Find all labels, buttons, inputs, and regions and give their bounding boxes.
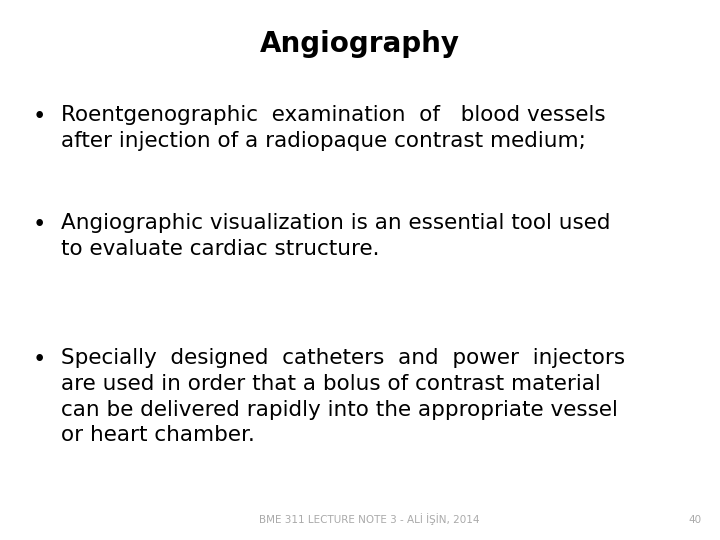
Text: •: •: [32, 348, 46, 372]
Text: BME 311 LECTURE NOTE 3 - ALİ İŞİN, 2014: BME 311 LECTURE NOTE 3 - ALİ İŞİN, 2014: [259, 513, 480, 525]
Text: Angiographic visualization is an essential tool used
to evaluate cardiac structu: Angiographic visualization is an essenti…: [61, 213, 611, 259]
Text: Angiography: Angiography: [260, 30, 460, 58]
Text: Specially  designed  catheters  and  power  injectors
are used in order that a b: Specially designed catheters and power i…: [61, 348, 626, 445]
Text: Roentgenographic  examination  of   blood vessels
after injection of a radiopaqu: Roentgenographic examination of blood ve…: [61, 105, 606, 151]
Text: •: •: [32, 105, 46, 129]
Text: •: •: [32, 213, 46, 237]
Text: 40: 40: [689, 515, 702, 525]
